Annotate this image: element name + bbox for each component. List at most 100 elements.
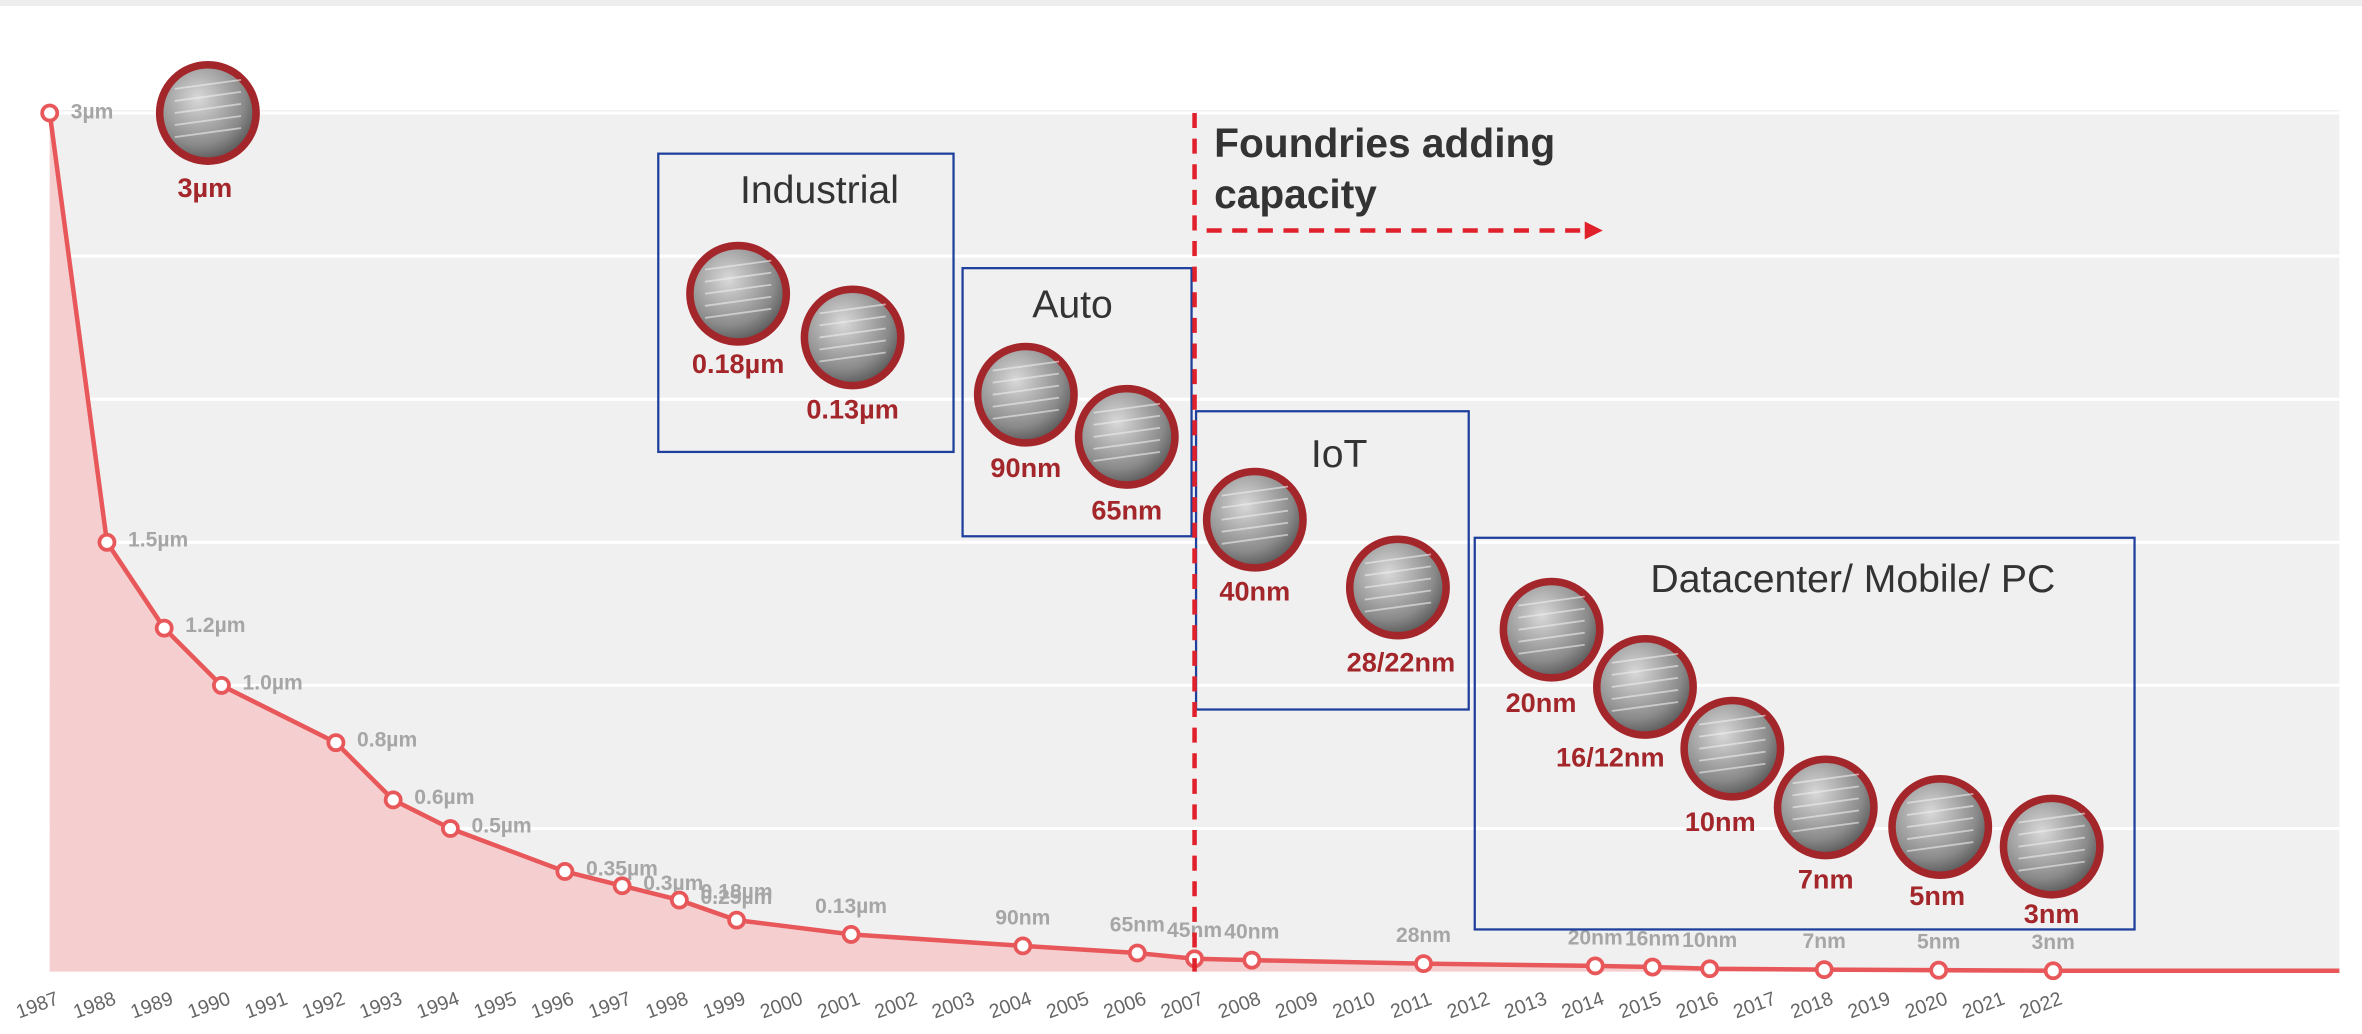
x-tick-label: 1995 [471,988,520,1024]
x-tick-label: 2005 [1044,988,1093,1024]
chart: 1987198819891990199119921993199419951996… [0,0,2362,1034]
node-label: 40nm [1219,576,1290,607]
node-image [1207,472,1303,568]
node-image [1079,389,1175,485]
x-tick-label: 2015 [1616,988,1665,1024]
value-label: 7nm [1803,930,1846,953]
x-tick-label: 2002 [872,988,920,1024]
point [1015,938,1030,953]
node-image [2003,798,2099,894]
x-tick-label: 1997 [586,988,634,1024]
point [328,735,343,750]
x-tick-label: 1992 [299,988,347,1024]
value-label: 1.5µm [128,528,188,551]
point [1244,953,1259,968]
value-label: 0.6µm [414,786,474,809]
node-label: 0.13µm [806,393,898,424]
x-tick-label: 2004 [986,988,1035,1024]
value-label: 16nm [1625,927,1680,950]
annotation-text: capacity [1214,171,1377,217]
top-bar [0,0,2362,6]
node-label: 90nm [990,452,1061,483]
x-tick-label: 2021 [1959,988,2007,1024]
segment-title: IoT [1311,433,1368,476]
x-tick-label: 1990 [185,988,234,1024]
node-label: 3nm [2024,898,2080,929]
segment-title: Industrial [740,169,899,212]
node-label: 5nm [1909,880,1965,911]
x-tick-label: 2019 [1845,988,1893,1024]
point [1416,956,1431,971]
value-label: 0.18µm [701,881,773,904]
point [1931,963,1946,978]
node-label: 7nm [1798,863,1854,894]
node-image [1350,539,1446,635]
x-tick-label: 2017 [1730,988,1778,1024]
x-tick-label: 2022 [2017,988,2065,1024]
x-tick-label: 2000 [757,988,806,1024]
point [729,913,744,928]
value-label: 3µm [71,101,114,124]
x-tick-label: 2014 [1559,988,1608,1024]
x-tick-label: 1989 [128,988,176,1024]
value-label: 0.13µm [815,895,887,918]
point [1588,958,1603,973]
point [615,878,630,893]
point [214,678,229,693]
node-image [1597,639,1693,735]
node-image [160,65,256,161]
node-label: 65nm [1091,494,1162,525]
point [2046,963,2061,978]
x-tick-label: 2013 [1501,988,1550,1024]
x-tick-label: 2009 [1272,988,1320,1024]
value-label: 5nm [1917,931,1960,954]
x-tick-label: 1988 [70,988,119,1024]
value-label: 65nm [1110,913,1165,936]
node-label: 28/22nm [1347,646,1456,677]
value-label: 0.5µm [471,815,531,838]
value-label: 90nm [995,906,1050,929]
point [1817,962,1832,977]
point [157,621,172,636]
x-tick-label: 2020 [1902,988,1951,1024]
x-tick-label: 1996 [528,988,577,1024]
point [844,927,859,942]
node-image [1778,759,1874,855]
value-label: 1.0µm [243,671,303,694]
x-tick-label: 1991 [242,988,290,1024]
x-tick-label: 1998 [643,988,692,1024]
point [1130,945,1145,960]
x-tick-label: 2010 [1330,988,1379,1024]
node-image [978,346,1074,442]
x-tick-label: 2016 [1673,988,1722,1024]
segment-title: Datacenter/ Mobile/ PC [1650,558,2055,601]
value-label: 0.3µm [643,872,703,895]
node-image [1892,779,1988,875]
node-image [690,246,786,342]
node-image [1684,700,1780,796]
node-label: 16/12nm [1556,741,1665,772]
x-tick-label: 2003 [929,988,978,1024]
node-label: 20nm [1506,687,1577,718]
node-label: 3µm [177,172,232,203]
x-tick-label: 2011 [1388,988,1435,1023]
x-tick-label: 1994 [414,988,463,1024]
point [557,864,572,879]
value-label: 3nm [2032,931,2075,954]
point [99,535,114,550]
value-label: 1.2µm [185,614,245,637]
x-tick-label: 1987 [13,988,61,1024]
node-label: 10nm [1685,806,1756,837]
x-tick-label: 2012 [1444,988,1492,1024]
point [443,821,458,836]
point [42,105,57,120]
x-tick-label: 2007 [1158,988,1206,1024]
node-image [1503,581,1599,677]
point [386,792,401,807]
x-tick-label: 2008 [1215,988,1264,1024]
segment-title: Auto [1032,284,1113,327]
value-label: 28nm [1396,924,1451,947]
point [1702,961,1717,976]
x-tick-label: 1999 [700,988,748,1024]
x-tick-label: 2006 [1101,988,1150,1024]
